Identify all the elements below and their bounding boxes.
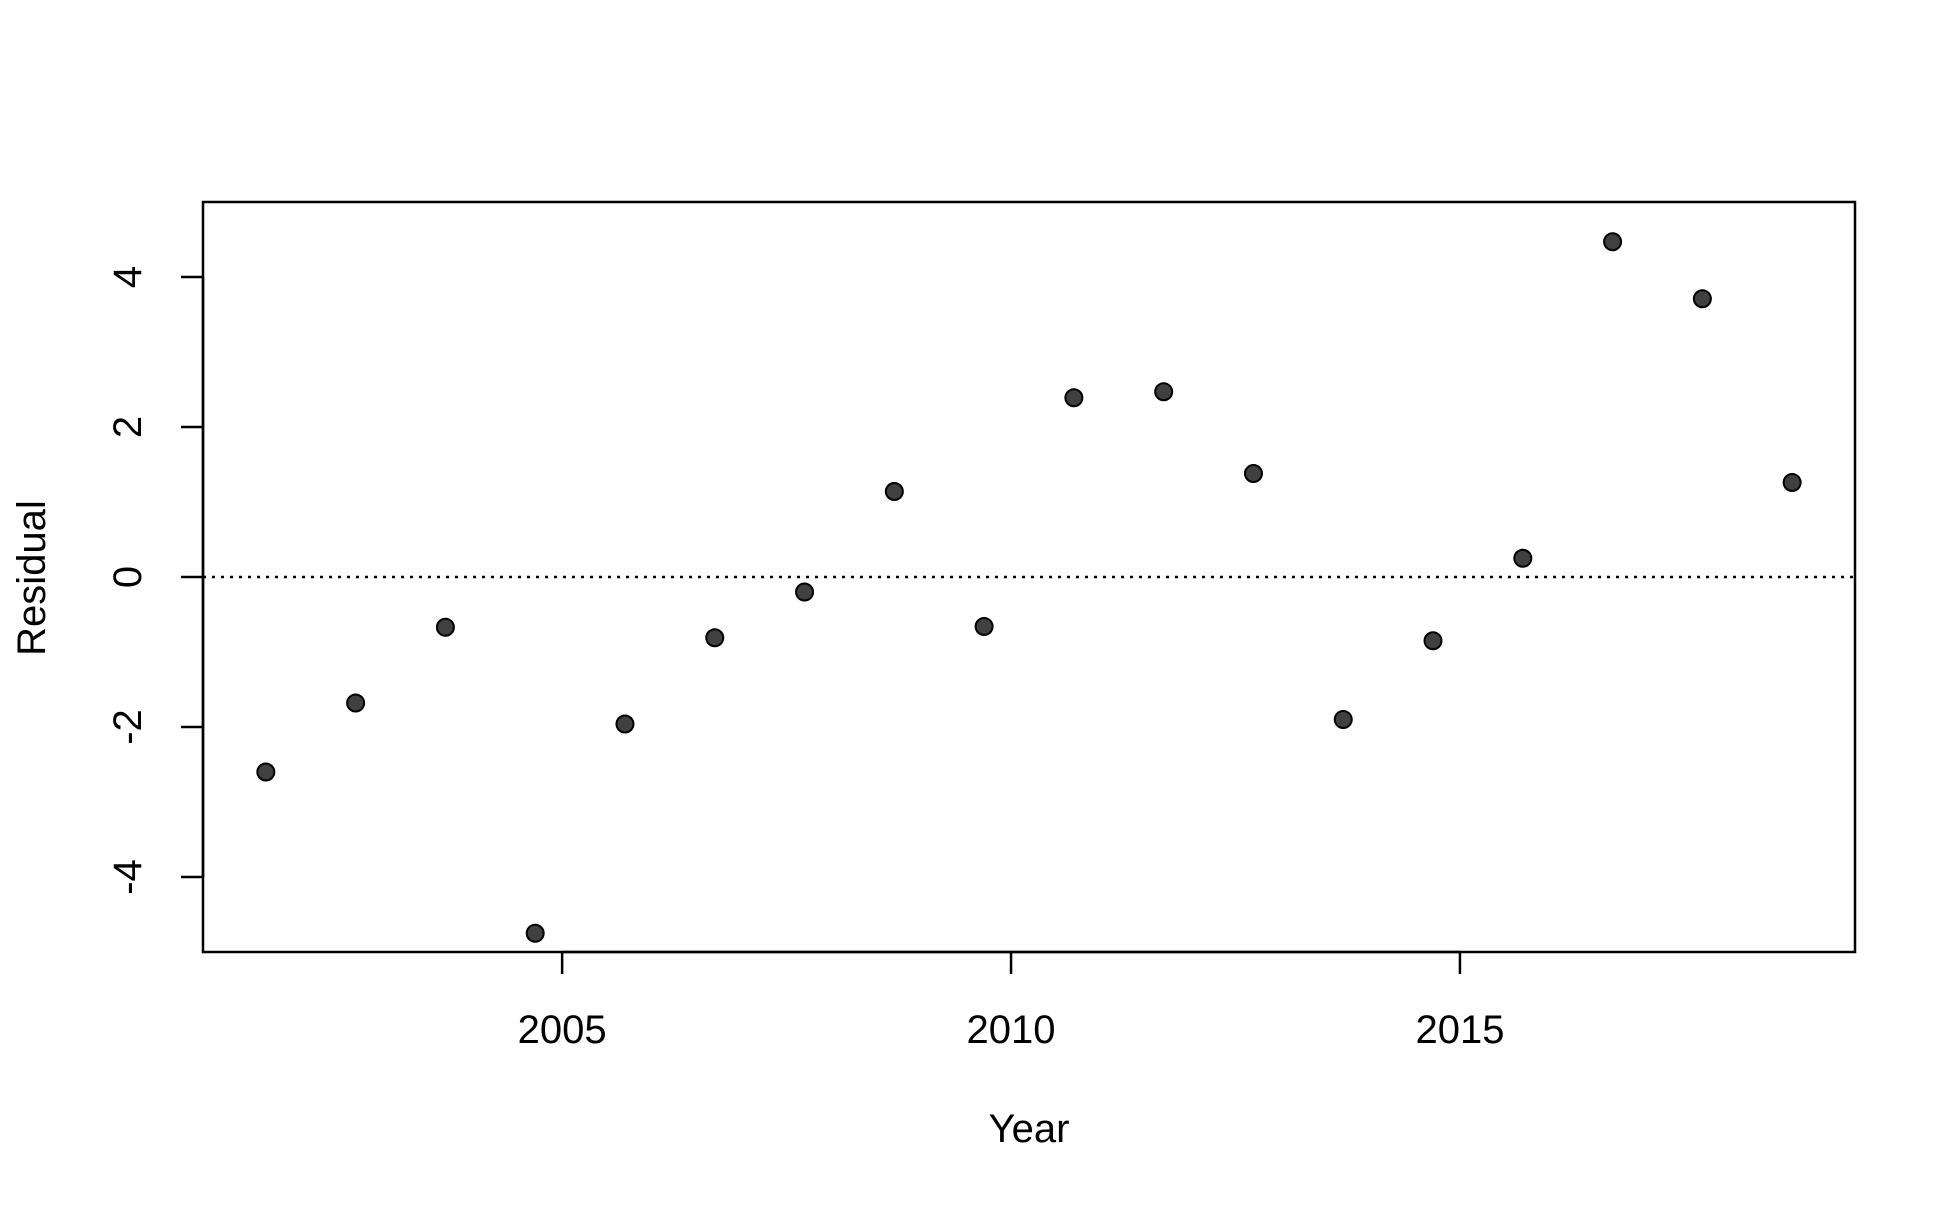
data-point: [1692, 289, 1712, 309]
data-point: [1782, 473, 1802, 492]
data-point: [795, 582, 815, 602]
x-axis-title: Year: [989, 1107, 1070, 1151]
data-points: [256, 232, 1802, 943]
y-tick-label: 4: [106, 266, 150, 288]
data-point: [705, 628, 725, 648]
data-point: [435, 617, 455, 637]
y-tick-label: 0: [106, 566, 150, 588]
data-point: [1333, 710, 1353, 729]
data-point: [615, 714, 635, 734]
data-point: [525, 923, 545, 943]
y-axis: -4 -2 0 2 4: [106, 266, 205, 895]
x-axis: 2005 2010 2015: [518, 950, 1504, 1052]
data-point: [1064, 388, 1084, 408]
y-tick-label: 2: [106, 416, 150, 438]
data-point: [974, 617, 994, 636]
x-tick-label: 2010: [967, 1008, 1056, 1052]
data-point: [1154, 382, 1174, 402]
data-point: [346, 693, 366, 713]
data-point: [884, 482, 904, 501]
data-point: [1603, 232, 1623, 252]
y-tick-label: -2: [106, 709, 150, 745]
data-point: [256, 762, 276, 782]
y-axis-title: Residual: [10, 500, 54, 656]
y-tick-label: -4: [106, 859, 150, 895]
data-point: [1513, 548, 1533, 568]
data-point: [1423, 631, 1443, 651]
x-tick-label: 2005: [518, 1008, 607, 1052]
x-tick-label: 2015: [1415, 1008, 1504, 1052]
data-point: [1243, 464, 1263, 483]
